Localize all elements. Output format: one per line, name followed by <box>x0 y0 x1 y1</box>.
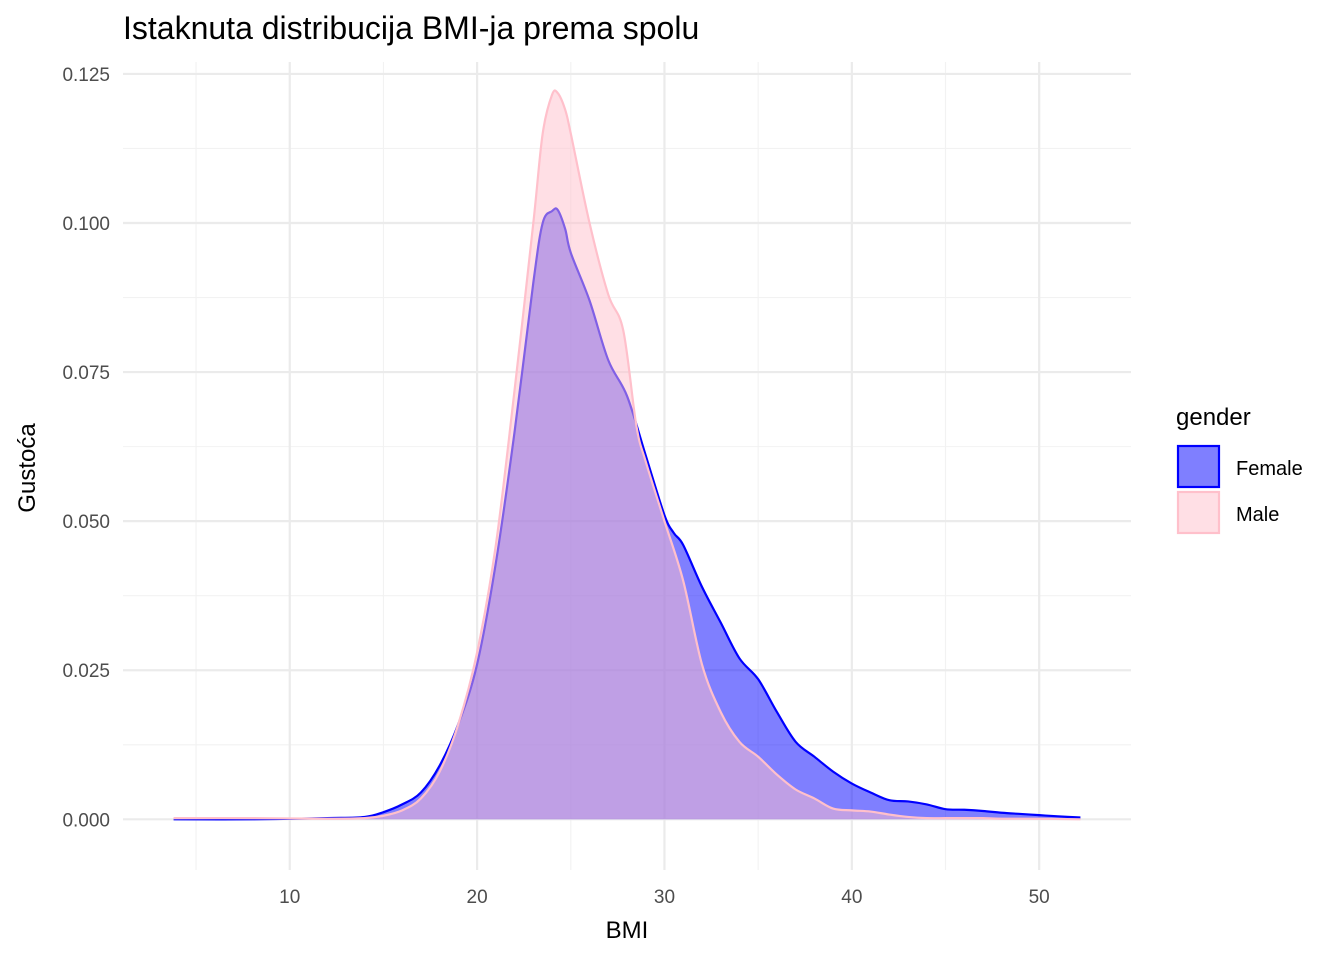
chart-title: Istaknuta distribucija BMI-ja prema spol… <box>123 10 699 46</box>
y-tick-label: 0.000 <box>62 810 110 831</box>
y-tick-label: 0.075 <box>62 363 110 384</box>
density-line-female <box>173 207 1081 821</box>
legend: gender Female Male <box>1176 404 1303 535</box>
density-line-male <box>173 89 1081 821</box>
y-tick-label: 0.050 <box>62 512 110 533</box>
x-tick-label: 10 <box>279 887 300 908</box>
x-tick-label: 20 <box>467 887 488 908</box>
y-axis-title: Gustoća <box>14 423 41 513</box>
legend-label-male: Male <box>1236 504 1279 526</box>
y-tick-label: 0.025 <box>62 661 110 682</box>
legend-title: gender <box>1176 404 1251 431</box>
legend-swatch-male <box>1176 490 1221 535</box>
y-tick-label: 0.100 <box>62 214 110 235</box>
x-tick-label: 50 <box>1029 887 1050 908</box>
density-area-male <box>173 90 1081 820</box>
x-tick-label: 40 <box>841 887 862 908</box>
density-areas <box>173 89 1081 821</box>
y-tick-label: 0.125 <box>62 65 110 86</box>
y-axis-ticks: 0.000 0.025 0.050 0.075 0.100 0.125 <box>62 65 110 831</box>
x-axis-ticks: 10 20 30 40 50 <box>279 887 1050 908</box>
x-tick-label: 30 <box>654 887 675 908</box>
legend-label-female: Female <box>1236 458 1303 480</box>
legend-swatch-female <box>1176 444 1221 489</box>
x-axis-title: BMI <box>606 917 649 944</box>
